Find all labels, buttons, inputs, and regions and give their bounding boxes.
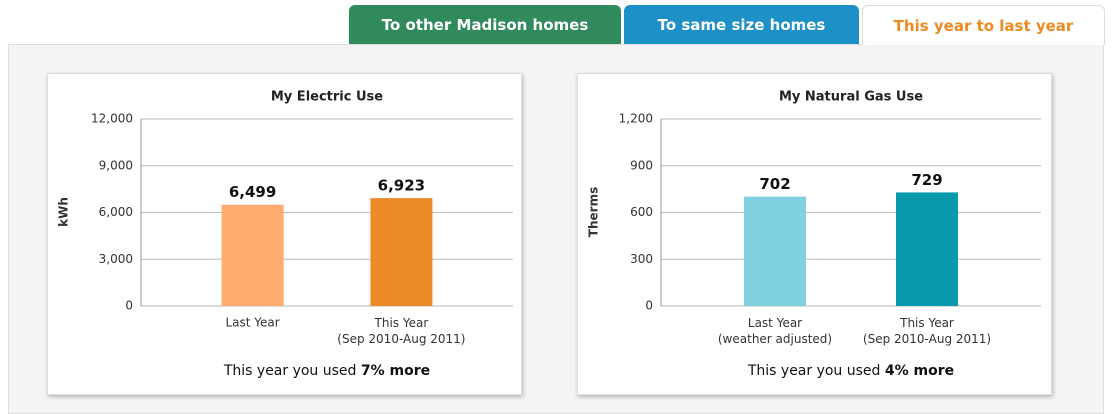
bar	[370, 198, 433, 306]
y-tick-label: 9,000	[99, 158, 133, 172]
value-label: 6,499	[229, 183, 276, 201]
summary-highlight: 7% more	[361, 363, 430, 379]
y-tick-label: 12,000	[91, 112, 133, 126]
value-label: 729	[911, 171, 942, 189]
x-tick-label: This Year (Sep 2010-Aug 2011)	[863, 316, 991, 346]
summary-text: This year you used	[747, 363, 881, 379]
page: To other Madison homes To same size home…	[8, 5, 1105, 414]
chart: My Electric Use kWh 0 3,000 6,000 9,000 12,000…	[57, 90, 513, 379]
bar	[896, 192, 958, 306]
y-tick-label: 3,000	[99, 252, 133, 266]
y-tick-label: 900	[630, 158, 653, 172]
x-tick-label: Last Year	[225, 316, 279, 330]
tab[interactable]: This year to last year	[862, 5, 1105, 45]
y-tick-label: 0	[125, 299, 133, 313]
chart: My Natural Gas Use Therms 0 300 600 900 1,200 7…	[587, 90, 1041, 379]
summary: This year you used 7% more	[223, 363, 430, 379]
value-label: 6,923	[378, 177, 425, 195]
y-tick-label: 600	[630, 205, 653, 219]
chart-card: My Electric Use kWh 0 3,000 6,000 9,000 12,000…	[47, 73, 522, 395]
y-axis-label: kWh	[57, 197, 71, 227]
summary-highlight: 4% more	[885, 363, 954, 379]
y-tick-label: 0	[645, 299, 653, 313]
x-tick-label: Last Year (weather adjusted)	[718, 316, 832, 346]
chart-title: My Natural Gas Use	[779, 90, 923, 105]
y-tick-label: 6,000	[99, 205, 133, 219]
tab[interactable]: To same size homes	[624, 5, 859, 44]
chart-title: My Electric Use	[271, 90, 383, 105]
bar	[221, 204, 284, 306]
x-tick-label: This Year (Sep 2010-Aug 2011)	[337, 316, 465, 346]
y-tick-label: 1,200	[619, 112, 653, 126]
y-axis-label: Therms	[587, 187, 601, 237]
bar	[744, 196, 806, 306]
value-label: 702	[759, 175, 790, 193]
y-tick-label: 300	[630, 252, 653, 266]
chart-card: My Natural Gas Use Therms 0 300 600 900 1,200 7…	[577, 73, 1052, 395]
tab[interactable]: To other Madison homes	[349, 5, 621, 44]
summary: This year you used 4% more	[747, 363, 954, 379]
summary-text: This year you used	[223, 363, 357, 379]
